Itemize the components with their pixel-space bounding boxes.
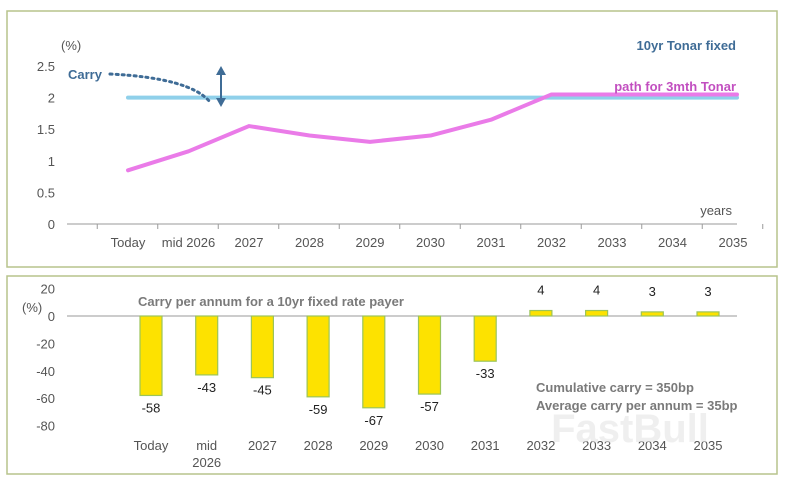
- bar-chart-x-tick-2029: 2029: [359, 438, 388, 453]
- bar-chart-x-tick-2027: 2027: [248, 438, 277, 453]
- line-chart-y-unit: (%): [61, 38, 81, 53]
- bar-chart-y-ticks: 20 0 -20 -40 -60 -80: [36, 282, 55, 434]
- line-chart-x-tick-mid-2026: mid 2026: [162, 235, 215, 250]
- bar-2029: [362, 315, 386, 409]
- cumulative-carry-note: Cumulative carry = 350bp: [536, 380, 694, 395]
- bar-chart-y-tick-label: -60: [36, 391, 55, 406]
- bar-value-label-2034: 3: [649, 284, 656, 299]
- legend-path-3mth-tonar: path for 3mth Tonar: [614, 79, 736, 94]
- bar-chart-x-tick-mid-2026: mid: [196, 438, 217, 453]
- bar-chart-bars: [139, 309, 720, 409]
- bar-chart-x-tick-2033: 2033: [582, 438, 611, 453]
- bar-value-label-2029: -67: [364, 413, 383, 428]
- bar-chart-x-tick-2034: 2034: [638, 438, 667, 453]
- bar-chart-x-tick-2031: 2031: [471, 438, 500, 453]
- carry-annotation-dotted-curve: [108, 72, 212, 104]
- bar-value-label-mid-2026: -43: [197, 380, 216, 395]
- bar-chart-frame: [6, 275, 778, 475]
- line-chart-x-tick-2033: 2033: [598, 235, 627, 250]
- bar-value-label-2030: -57: [420, 399, 439, 414]
- bar-value-label-2032: 4: [537, 283, 544, 298]
- bar-value-label-2028: -59: [309, 402, 328, 417]
- bar-chart-x-tick-2035: 2035: [694, 438, 723, 453]
- bar-chart-y-tick-label: -40: [36, 364, 55, 379]
- line-chart-y-tick-label: 1.5: [37, 122, 55, 137]
- bar-2033: [584, 309, 609, 317]
- line-chart-x-tick-2027: 2027: [235, 235, 264, 250]
- line-chart-frame: [6, 10, 778, 268]
- bar-chart-y-tick-label: 20: [41, 282, 55, 297]
- bar-chart-x-tick-2028: 2028: [304, 438, 333, 453]
- bar-2028: [306, 315, 330, 398]
- bar-today: [139, 315, 163, 397]
- line-chart-x-tick-2029: 2029: [356, 235, 385, 250]
- line-chart-x-unit: years: [700, 203, 732, 218]
- bar-chart-data-labels: -58 -43 -45 -59 -67 -57 -33 4 4 3 3: [142, 283, 712, 428]
- bar-2035: [696, 311, 720, 317]
- bar-chart-y-tick-label: 0: [48, 309, 55, 324]
- line-chart-x-axis-ticks: [96, 224, 764, 229]
- bar-2032: [529, 309, 553, 317]
- legend-10yr-tonar-fixed: 10yr Tonar fixed: [637, 38, 737, 53]
- bar-2030: [417, 315, 442, 395]
- line-chart-y-tick-label: 1: [48, 154, 55, 169]
- bar-chart-y-tick-label: -80: [36, 419, 55, 434]
- line-chart-y-tick-label: 2.5: [37, 59, 55, 74]
- bar-chart-x-tick-today: Today: [134, 438, 169, 453]
- line-chart-y-ticks: 0 0.5 1 1.5 2 2.5: [37, 59, 55, 232]
- line-chart-x-ticks: Today mid 2026 2027 2028 2029 2030 2031 2032 203…: [111, 235, 748, 250]
- bar-chart-x-tick-2030: 2030: [415, 438, 444, 453]
- series-line-path-3mth-tonar: [126, 92, 739, 173]
- line-chart-y-tick-label: 2: [48, 91, 55, 106]
- bar-value-label-2031: -33: [476, 366, 495, 381]
- bar-chart-x-tick-2032: 2032: [526, 438, 555, 453]
- line-chart-x-tick-2034: 2034: [658, 235, 687, 250]
- bar-2031: [473, 315, 497, 362]
- carry-double-arrow-icon: [216, 66, 226, 107]
- line-chart-x-tick-today: Today: [111, 235, 146, 250]
- watermark: FastBull: [551, 407, 709, 451]
- line-chart-y-tick-label: 0.5: [37, 185, 55, 200]
- carry-annotation-label: Carry: [68, 67, 103, 82]
- line-chart-x-tick-2032: 2032: [537, 235, 566, 250]
- bar-2027: [250, 315, 274, 379]
- line-chart-y-tick-label: 0: [48, 217, 55, 232]
- bar-chart-x-tick-mid-2026: 2026: [192, 455, 221, 470]
- line-chart-x-tick-2030: 2030: [416, 235, 445, 250]
- bar-value-label-2033: 4: [593, 283, 600, 298]
- bar-chart-x-ticks: Today mid 2026 2027 2028 2029 2030 2031 2032 2033…: [134, 438, 723, 470]
- bar-chart-title: Carry per annum for a 10yr fixed rate pa…: [138, 294, 404, 309]
- line-chart-x-tick-2035: 2035: [719, 235, 748, 250]
- bar-value-label-2035: 3: [704, 284, 711, 299]
- bar-chart-y-tick-label: -20: [36, 336, 55, 351]
- bar-value-label-2027: -45: [253, 383, 272, 398]
- bar-mid-2026: [195, 315, 219, 376]
- bar-chart-y-unit: (%): [22, 300, 42, 315]
- line-chart-x-tick-2028: 2028: [295, 235, 324, 250]
- average-carry-note: Average carry per annum = 35bp: [536, 398, 738, 413]
- line-chart-x-tick-2031: 2031: [477, 235, 506, 250]
- bar-2034: [640, 311, 664, 317]
- bar-value-label-today: -58: [142, 400, 161, 415]
